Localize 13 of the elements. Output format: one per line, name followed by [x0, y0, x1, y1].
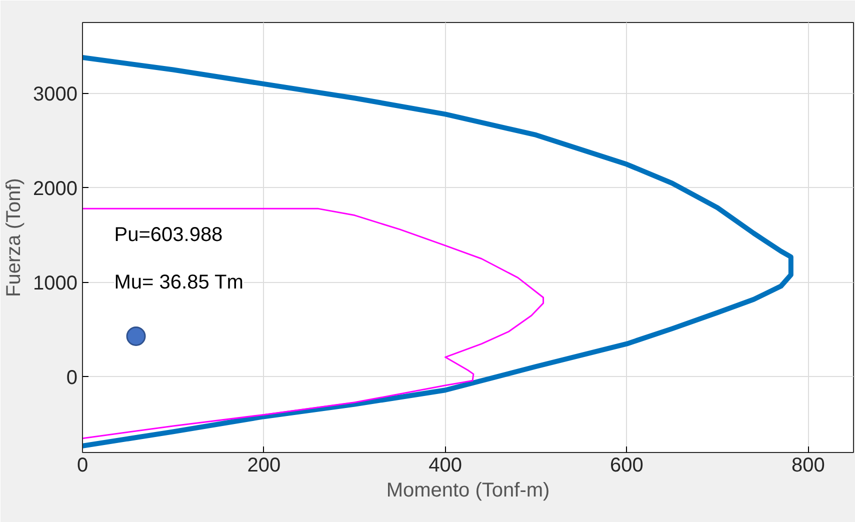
y-axis-title: Fuerza (Tonf) [3, 178, 26, 297]
x-axis-title: Momento (Tonf-m) [386, 480, 550, 502]
x-tick-label: 400 [428, 454, 462, 476]
x-tick-label: 600 [610, 454, 644, 476]
x-tick-label: 800 [791, 454, 825, 476]
y-tick-label: 0 [66, 366, 78, 389]
y-tick-label: 1000 [33, 272, 78, 294]
x-tick-label: 200 [247, 454, 281, 476]
y-tick-label: 2000 [33, 178, 78, 200]
line-series [82, 208, 544, 440]
y-tick-label: 3000 [33, 83, 78, 106]
annotation: Mu= 36.85 Tm [114, 271, 244, 294]
annotation: Pu=603.988 [114, 224, 223, 246]
